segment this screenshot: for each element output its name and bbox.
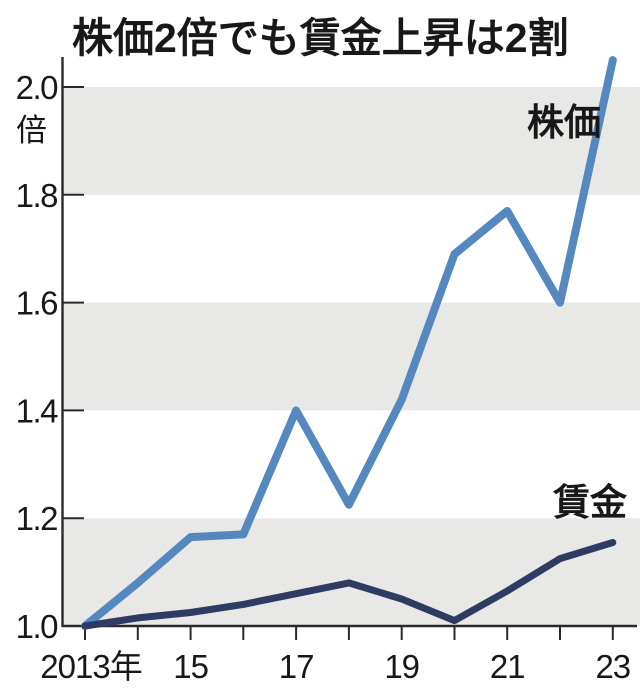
x-tick-label: 2013年: [40, 648, 141, 685]
x-tick-label: 15: [173, 648, 208, 685]
y-tick-label: 1.2: [16, 500, 58, 537]
x-tick-label: 21: [490, 648, 525, 685]
stock-price-line: [81, 56, 617, 630]
y-tick-label: 1.6: [16, 285, 58, 322]
chart-title: 株価2倍でも賃金上昇は2割: [72, 15, 569, 61]
x-tick-label: 19: [384, 648, 419, 685]
y-tick-label: 2.0: [16, 69, 59, 106]
y-tick-label: 1.8: [16, 177, 58, 214]
y-tick-label: 1.0: [16, 608, 59, 645]
grid-band: [62, 302, 640, 411]
x-tick-label: 23: [595, 648, 630, 685]
x-tick-label: 17: [279, 648, 314, 685]
series-label-stock-price: 株価: [527, 102, 601, 143]
y-tick-label: 1.4: [16, 392, 59, 429]
y-axis-unit-label: 倍: [16, 113, 47, 148]
series-label-wage: 賃金: [553, 482, 627, 523]
grid-band: [62, 87, 640, 195]
wage-line: [81, 539, 617, 630]
